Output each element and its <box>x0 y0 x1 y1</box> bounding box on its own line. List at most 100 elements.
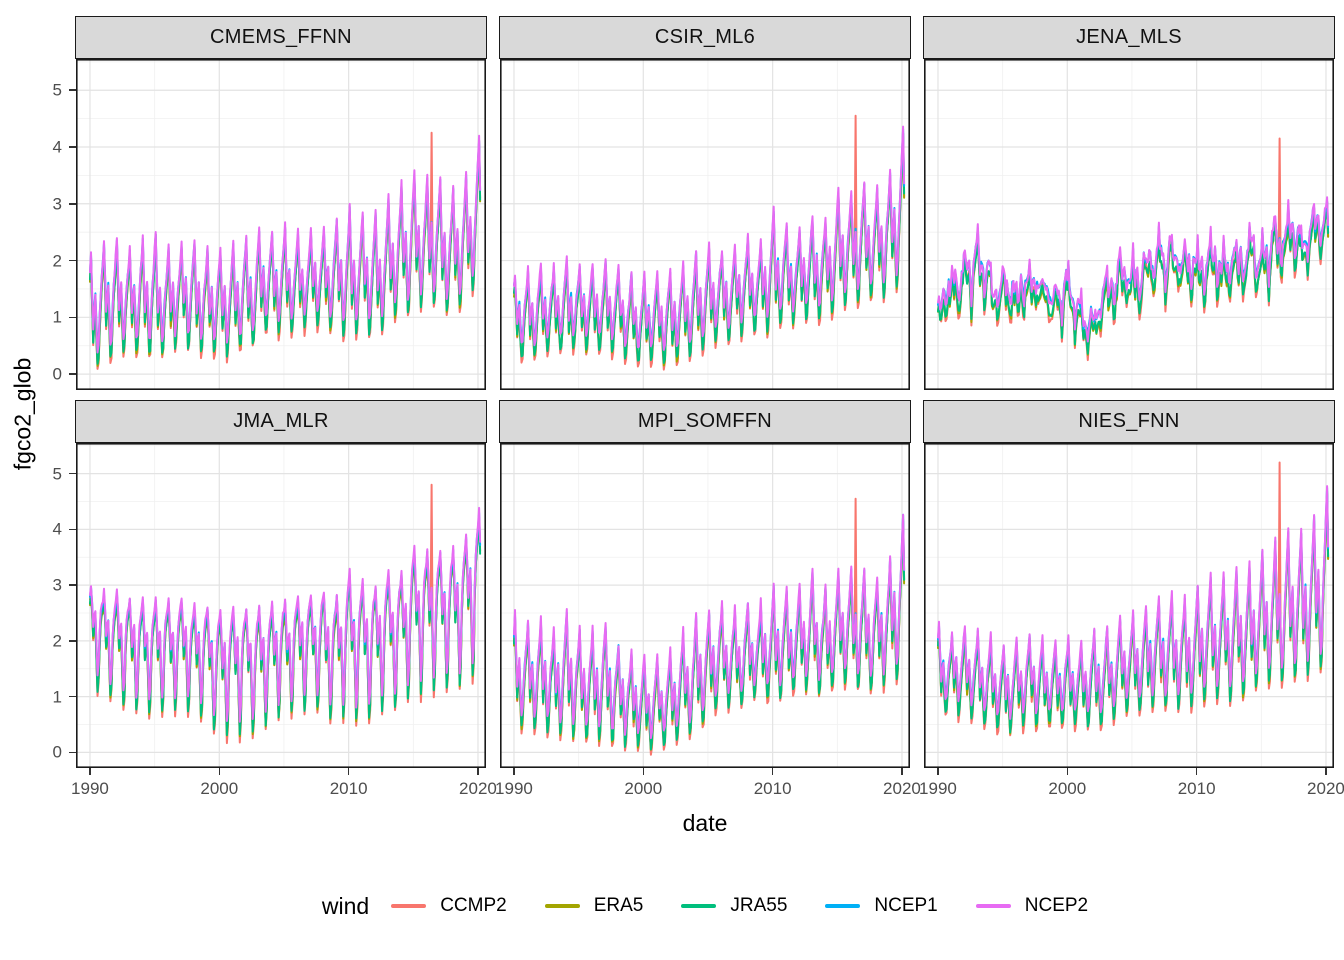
legend-label: ERA5 <box>593 895 644 916</box>
panel-border <box>500 443 910 768</box>
x-tick-label: 2010 <box>1177 779 1216 798</box>
facet-panel-CSIR_ML6 <box>500 59 910 390</box>
y-tick-label: 5 <box>52 464 62 484</box>
legend-items: CCMP2 ERA5 JRA55 NCEP1 NCEP2 <box>391 895 1088 917</box>
y-tick-mark <box>69 640 76 642</box>
y-tick-label: 0 <box>52 364 62 384</box>
facet-title: JENA_MLS <box>1076 26 1182 48</box>
x-tick-mark <box>347 768 350 775</box>
panel-border <box>76 443 486 768</box>
x-tick-label: 1990 <box>495 779 533 798</box>
y-tick-mark <box>69 259 76 262</box>
legend-key-line-icon <box>825 904 861 908</box>
y-tick-label: 2 <box>52 251 62 271</box>
legend-key-line-icon <box>681 904 717 908</box>
x-tick-mark <box>218 768 221 775</box>
y-tick-label: 2 <box>52 631 62 651</box>
x-tick-label: 2000 <box>624 779 663 798</box>
x-tick-label: 2010 <box>329 779 368 798</box>
y-tick-label: 1 <box>52 687 62 707</box>
x-tick-mark <box>642 768 645 775</box>
y-tick-mark <box>69 528 76 531</box>
y-tick-mark <box>69 695 76 698</box>
panel-background <box>924 59 1334 390</box>
x-tick-label: 2020 <box>459 779 497 798</box>
facet-strip-CMEMS_FFNN: CMEMS_FFNN <box>75 16 487 59</box>
y-tick-label: 4 <box>52 519 62 539</box>
y-tick-label: 4 <box>52 137 62 157</box>
facet-strip-CSIR_ML6: CSIR_ML6 <box>499 16 911 59</box>
series-line-NCEP2-JMA_MLR <box>89 506 482 723</box>
facet-title: MPI_SOMFFN <box>637 410 773 432</box>
facet-panel-JMA_MLR <box>76 443 486 768</box>
legend-item-JRA55: JRA55 <box>681 895 787 917</box>
legend: wind CCMP2 ERA5 JRA55 NCEP1 NCEP2 <box>76 884 1334 928</box>
series-line-NCEP2-CMEMS_FFNN <box>89 134 482 354</box>
x-tick-mark <box>937 768 939 775</box>
legend-key-line-icon <box>975 904 1011 908</box>
legend-key-line-icon <box>391 904 427 908</box>
x-tick-label: 2010 <box>753 779 792 798</box>
facet-title: NIES_FNN <box>1078 410 1180 432</box>
facet-title: JMA_MLR <box>233 410 329 432</box>
x-tick-mark <box>1325 768 1327 775</box>
x-tick-label: 2000 <box>200 779 239 798</box>
x-tick-label: 2000 <box>1048 779 1087 798</box>
legend-label: CCMP2 <box>440 895 507 916</box>
y-tick-mark <box>69 316 76 319</box>
facet-strip-NIES_FNN: NIES_FNN <box>923 400 1335 443</box>
series-line-NCEP2-JENA_MLS <box>937 196 1330 343</box>
y-tick-mark <box>69 584 76 586</box>
series-line-NCEP2-CSIR_ML6 <box>513 125 906 351</box>
facet-strip-JMA_MLR: JMA_MLR <box>75 400 487 443</box>
legend-title: wind <box>321 892 370 919</box>
y-tick-label: 0 <box>52 742 62 762</box>
x-tick-mark <box>513 768 515 775</box>
x-tick-label: 1990 <box>71 779 109 798</box>
facet-panel-MPI_SOMFFN <box>500 443 910 768</box>
x-tick-label: 2020 <box>883 779 921 798</box>
y-tick-mark <box>69 472 76 475</box>
x-axis-title: date <box>682 810 728 836</box>
series-line-NCEP2-MPI_SOMFFN <box>513 513 906 740</box>
x-tick-mark <box>901 768 903 775</box>
y-tick-mark <box>69 751 76 754</box>
facet-strip-JENA_MLS: JENA_MLS <box>923 16 1335 59</box>
x-tick-mark <box>1066 768 1069 775</box>
y-tick-label: 3 <box>52 194 62 214</box>
facet-panel-NIES_FNN <box>924 443 1334 768</box>
facet-title: CSIR_ML6 <box>654 26 756 48</box>
panel-border <box>500 59 910 390</box>
legend-key-line-icon <box>544 904 580 908</box>
x-tick-mark <box>1195 768 1198 775</box>
x-tick-mark <box>89 768 91 775</box>
legend-item-CCMP2: CCMP2 <box>391 895 507 917</box>
legend-label: NCEP1 <box>874 895 938 916</box>
x-tick-mark <box>771 768 774 775</box>
y-tick-label: 5 <box>52 80 62 100</box>
y-tick-label: 3 <box>52 575 62 595</box>
y-tick-mark <box>69 146 76 148</box>
y-tick-label: 1 <box>52 307 62 327</box>
panel-border <box>924 443 1334 768</box>
panel-border <box>924 59 1334 390</box>
legend-item-ERA5: ERA5 <box>544 895 644 917</box>
facet-panel-JENA_MLS <box>924 59 1334 390</box>
x-tick-mark <box>477 768 479 775</box>
legend-label: JRA55 <box>730 895 788 916</box>
x-tick-label: 2020 <box>1307 779 1344 798</box>
x-tick-label: 1990 <box>919 779 957 798</box>
y-tick-mark <box>69 373 76 375</box>
panel-border <box>76 59 486 390</box>
legend-item-NCEP2: NCEP2 <box>975 895 1089 917</box>
facet-strip-MPI_SOMFFN: MPI_SOMFFN <box>499 400 911 443</box>
facet-title: CMEMS_FFNN <box>210 26 352 48</box>
legend-label: NCEP2 <box>1024 895 1089 916</box>
facet-panel-CMEMS_FFNN <box>76 59 486 390</box>
legend-item-NCEP1: NCEP1 <box>825 895 938 917</box>
panel-background <box>76 59 486 390</box>
y-tick-mark <box>69 202 76 205</box>
y-tick-mark <box>69 89 76 92</box>
series-line-NCEP2-NIES_FNN <box>937 485 1330 720</box>
